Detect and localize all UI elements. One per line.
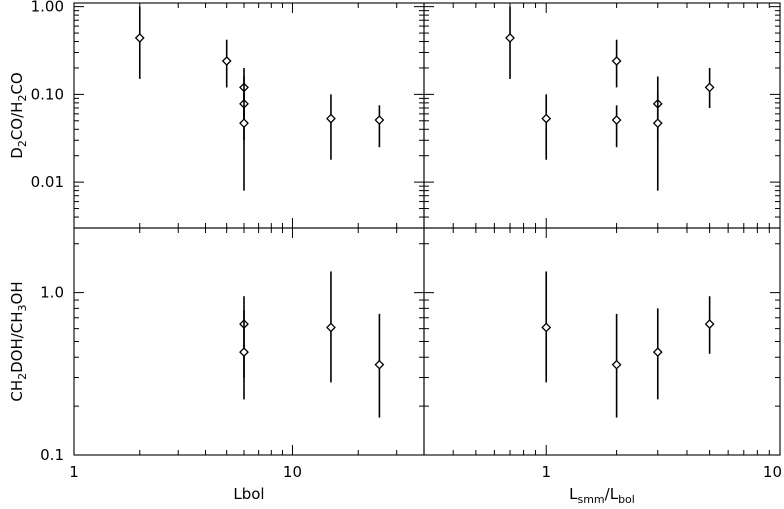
plot-frame: [73, 2, 425, 229]
y-tick-label: 1.00: [31, 0, 64, 16]
data-point: [326, 322, 336, 333]
data-point: [239, 347, 249, 358]
y-tick-label: 0.10: [31, 85, 64, 103]
data-point: [541, 322, 552, 333]
data-point: [239, 118, 249, 129]
y-axis-title: D2CO/H2CO: [8, 72, 29, 158]
plot-frame: [423, 227, 781, 456]
data-point: [652, 118, 663, 129]
y-tick-label: 0.01: [31, 173, 64, 191]
data-point: [541, 113, 552, 124]
x-axis-title: Lsmm/Lbol: [569, 485, 635, 506]
data-point: [134, 32, 145, 43]
data-point: [326, 113, 336, 124]
data-point: [652, 347, 663, 358]
data-point: [221, 56, 232, 66]
data-point: [505, 32, 515, 43]
plot-frame: [73, 227, 425, 456]
x-tick-label: 1: [541, 463, 551, 481]
data-point: [704, 319, 715, 330]
data-point: [611, 359, 622, 370]
x-axis-title: Lbol: [233, 485, 264, 503]
plot-frame: [423, 2, 781, 229]
y-axis-title: CH2DOH/CH3OH: [8, 281, 29, 401]
x-tick-label: 10: [763, 463, 782, 481]
data-point: [374, 115, 385, 125]
panel-top-right: [423, 2, 781, 229]
panel-bottom-left: 1.0 0.1 1 10 CH2DOH/CH3OH Lbol: [8, 227, 425, 503]
x-tick-label: 1: [69, 463, 79, 481]
x-tick-label: 10: [283, 463, 302, 481]
data-point: [611, 56, 622, 66]
data-point: [611, 115, 622, 125]
y-tick-label: 1.0: [40, 284, 64, 302]
data-point: [374, 359, 385, 370]
data-point: [704, 82, 715, 93]
panel-bottom-right: 1 10 Lsmm/Lbol: [423, 227, 782, 506]
y-tick-label: 0.1: [40, 446, 64, 464]
